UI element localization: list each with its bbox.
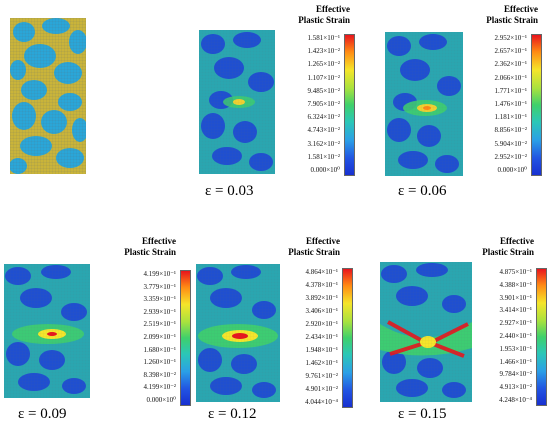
colorbar-tick-label: 0.000×10⁰	[146, 396, 176, 404]
deformed-mesh-0.12	[196, 264, 280, 402]
colorbar-tick-label: 0.000×10⁰	[310, 166, 340, 174]
colorbar-tick-label: 2.952×10⁻¹	[494, 34, 528, 42]
colorbar-tick-label: 9.784×10⁻²	[499, 370, 533, 379]
colorbar-ticks: 4.199×10⁻¹ 3.779×10⁻¹ 3.359×10⁻¹ 2.939×10⁻¹…	[76, 270, 177, 404]
colorbar-tick-label: 1.771×10⁻¹	[494, 86, 528, 95]
colorbar-tick-label: 4.199×10⁻¹	[143, 270, 177, 278]
colorbar-tick-label: 1.948×10⁻¹	[305, 346, 339, 354]
colorbar-ticks: 4.864×10⁻¹ 4.378×10⁻¹ 3.892×10⁻¹ 3.406×10⁻¹…	[238, 268, 338, 406]
strain-label: ε = 0.06	[398, 183, 447, 199]
colorbar-tick-label: 2.920×10⁻¹	[305, 320, 339, 328]
colorbar-tick-label: 4.913×10⁻²	[499, 383, 533, 392]
deformed-mesh-0.09	[4, 264, 90, 398]
colorbar-tick-label: 2.952×10⁻²	[494, 152, 528, 161]
colorbar-tick-label: 4.378×10⁻¹	[305, 281, 339, 289]
colorbar-tick-label: 1.581×10⁻¹	[307, 34, 341, 42]
colorbar-tick-label: 2.434×10⁻¹	[305, 333, 339, 341]
colorbar-tick-label: 9.485×10⁻²	[307, 86, 341, 95]
colorbar-tick-label: 3.414×10⁻¹	[499, 306, 533, 315]
colorbar-tick-label: 1.466×10⁻¹	[499, 357, 533, 366]
colorbar-tick-label: 0.000×10⁰	[497, 166, 527, 174]
colorbar-tick-label: 1.260×10⁻¹	[143, 358, 177, 367]
colorbar-title: Effective Plastic Strain	[288, 236, 340, 257]
colorbar-tick-label: 3.162×10⁻²	[307, 139, 341, 148]
colorbar-tick-label: 1.581×10⁻²	[307, 152, 341, 161]
colorbar-tick-label: 8.856×10⁻²	[494, 126, 528, 135]
deformed-mesh-0.03	[199, 30, 275, 174]
colorbar-tick-label: 2.440×10⁻¹	[499, 332, 533, 340]
colorbar-tick-label: 1.181×10⁻¹	[494, 113, 528, 122]
colorbar-tick-label: 4.044×10⁻⁴	[305, 398, 338, 406]
colorbar-tick-label: 5.904×10⁻²	[494, 139, 528, 148]
colorbar-tick-label: 7.905×10⁻²	[307, 100, 341, 108]
colorbar-tick-label: 2.927×10⁻¹	[499, 319, 533, 328]
strain-label: ε = 0.03	[205, 183, 254, 199]
colorbar-tick-label: 2.066×10⁻¹	[494, 73, 528, 82]
colorbar-tick-label: 3.406×10⁻¹	[305, 307, 339, 315]
colorbar-tick-label: 4.248×10⁻⁴	[499, 396, 532, 404]
colorbar-title: Effective Plastic Strain	[486, 4, 538, 25]
colorbar-tick-label: 2.939×10⁻¹	[143, 307, 177, 316]
colorbar-tick-label: 1.462×10⁻¹	[305, 359, 339, 367]
colorbar-tick-label: 1.423×10⁻²	[307, 47, 341, 56]
colorbar-tick-label: 4.743×10⁻²	[307, 126, 341, 135]
deformed-mesh-0.15	[380, 262, 472, 402]
colorbar-ticks: 1.581×10⁻¹ 1.423×10⁻² 1.265×10⁻² 1.107×10⁻²…	[240, 34, 341, 174]
colorbar-tick-label: 1.107×10⁻²	[307, 73, 341, 82]
colorbar-title: Effective Plastic Strain	[482, 236, 534, 257]
colorbar-tick-label: 3.359×10⁻¹	[143, 295, 177, 304]
colorbar-0.03	[344, 34, 355, 176]
colorbar-tick-label: 1.265×10⁻²	[307, 60, 341, 69]
colorbar-tick-label: 2.362×10⁻¹	[494, 60, 528, 69]
colorbar-ticks: 4.875×10⁻¹ 4.388×10⁻¹ 3.901×10⁻¹ 3.414×10⁻¹…	[432, 268, 532, 404]
colorbar-ticks: 2.952×10⁻¹ 2.657×10⁻¹ 2.362×10⁻¹ 2.066×10⁻¹…	[428, 34, 528, 174]
colorbar-tick-label: 2.657×10⁻¹	[494, 47, 528, 56]
colorbar-tick-label: 6.324×10⁻²	[307, 113, 341, 122]
colorbar-0.15	[536, 268, 547, 406]
colorbar-tick-label: 1.953×10⁻¹	[499, 344, 533, 353]
colorbar-tick-label: 4.864×10⁻¹	[305, 268, 339, 276]
colorbar-tick-label: 9.761×10⁻²	[305, 372, 339, 380]
colorbar-tick-label: 8.398×10⁻²	[143, 370, 177, 379]
strain-label: ε = 0.12	[208, 406, 257, 422]
colorbar-tick-label: 1.680×10⁻¹	[143, 345, 177, 354]
microstructure-mesh	[10, 18, 86, 174]
colorbar-tick-label: 4.901×10⁻²	[305, 385, 339, 393]
colorbar-tick-label: 3.892×10⁻¹	[305, 294, 339, 302]
strain-label: ε = 0.09	[18, 406, 67, 422]
colorbar-tick-label: 2.099×10⁻¹	[143, 333, 177, 341]
colorbar-tick-label: 3.779×10⁻¹	[143, 282, 177, 291]
colorbar-0.12	[342, 268, 353, 408]
colorbar-0.09	[180, 270, 191, 406]
colorbar-tick-label: 3.901×10⁻¹	[499, 293, 533, 302]
colorbar-tick-label: 2.519×10⁻¹	[143, 320, 177, 329]
colorbar-tick-label: 4.388×10⁻¹	[499, 280, 533, 289]
colorbar-0.06	[531, 34, 542, 176]
colorbar-tick-label: 4.199×10⁻²	[143, 383, 177, 392]
colorbar-title: Effective Plastic Strain	[298, 4, 350, 25]
colorbar-tick-label: 4.875×10⁻¹	[499, 268, 533, 276]
strain-label: ε = 0.15	[398, 406, 447, 422]
colorbar-title: Effective Plastic Strain	[124, 236, 176, 257]
deformed-mesh-0.06	[385, 32, 463, 176]
colorbar-tick-label: 1.476×10⁻¹	[494, 100, 528, 108]
